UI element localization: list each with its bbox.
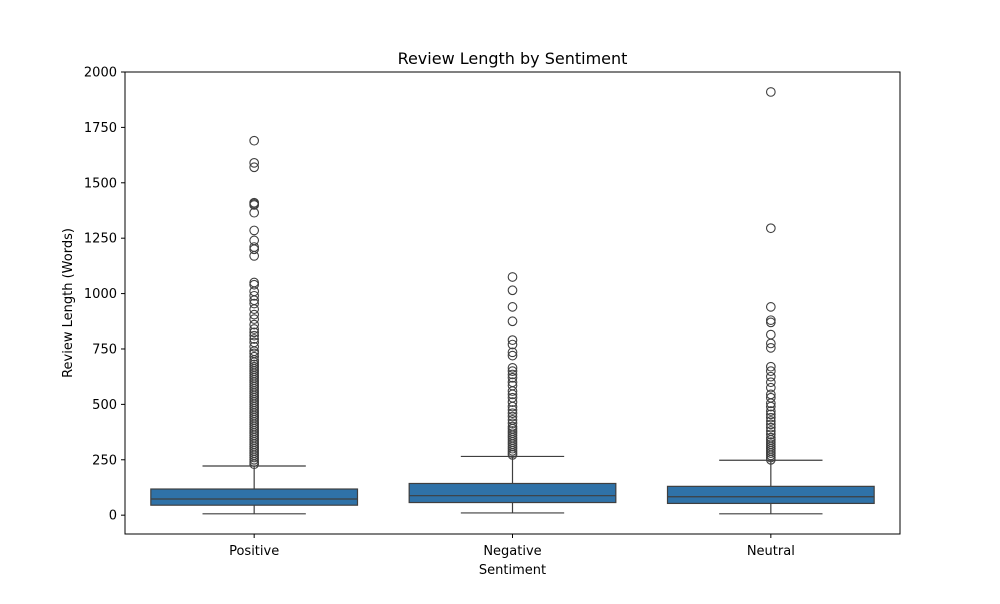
outlier-point xyxy=(507,335,518,345)
outlier-point xyxy=(765,377,776,388)
outlier-point xyxy=(765,416,776,426)
y-tick-label: 1500 xyxy=(84,176,117,191)
outlier-point xyxy=(765,401,776,412)
outlier-point xyxy=(249,351,260,362)
outlier-point xyxy=(765,419,776,430)
outlier-point xyxy=(249,242,260,252)
outlier-point xyxy=(507,405,518,415)
outlier-point xyxy=(765,87,776,97)
box-group-positive xyxy=(150,135,359,515)
outlier-point xyxy=(249,277,260,288)
outlier-point xyxy=(765,317,776,328)
outlier-point xyxy=(249,200,260,210)
outlier-point xyxy=(507,418,518,429)
outlier-point xyxy=(249,279,260,290)
iqr-box xyxy=(408,482,617,504)
outlier-point xyxy=(249,207,260,218)
y-tick-label: 500 xyxy=(92,398,117,413)
x-tick-label: Neutral xyxy=(747,544,795,559)
outlier-point xyxy=(507,316,518,327)
x-tick-label: Positive xyxy=(229,544,279,559)
y-tick-label: 2000 xyxy=(84,66,117,81)
outlier-point xyxy=(765,329,776,340)
outlier-point xyxy=(507,389,518,400)
outlier-point xyxy=(249,327,260,338)
y-tick-label: 250 xyxy=(92,453,117,468)
outlier-point xyxy=(249,135,260,146)
y-tick-label: 1750 xyxy=(84,121,117,136)
outlier-point xyxy=(765,422,776,433)
outlier-point xyxy=(507,372,518,383)
box-series xyxy=(150,87,875,515)
box-group-neutral xyxy=(666,87,875,515)
y-tick-label: 1000 xyxy=(84,287,117,302)
outlier-point xyxy=(507,411,518,422)
outlier-point xyxy=(765,302,776,312)
y-axis: 0 250 500 750 1000 1250 1500 1750 2000 xyxy=(84,66,125,524)
outlier-point xyxy=(765,361,776,372)
outlier-point xyxy=(507,366,518,376)
y-axis-title: Review Length (Words) xyxy=(61,228,76,378)
outlier-point xyxy=(765,412,776,423)
outlier-point xyxy=(507,386,518,396)
iqr-box xyxy=(666,485,875,505)
outlier-point xyxy=(765,382,776,393)
outlier-point xyxy=(249,225,260,236)
outlier-point xyxy=(765,315,776,326)
outlier-point xyxy=(765,429,776,440)
outlier-point xyxy=(249,244,260,255)
outlier-point xyxy=(507,397,518,408)
outlier-point xyxy=(249,251,260,261)
outlier-point xyxy=(765,223,776,234)
y-tick-label: 0 xyxy=(109,509,117,524)
outlier-point xyxy=(507,450,518,460)
chart-title: Review Length by Sentiment xyxy=(398,49,628,68)
outlier-point xyxy=(249,298,260,309)
outlier-point xyxy=(249,341,260,352)
outlier-point xyxy=(249,309,260,320)
outlier-point xyxy=(765,366,776,376)
outlier-point xyxy=(765,343,776,353)
iqr-box xyxy=(150,488,359,506)
outlier-point xyxy=(249,290,260,301)
y-tick-label: 750 xyxy=(92,342,117,357)
outlier-point xyxy=(249,314,260,324)
outlier-point xyxy=(507,401,518,412)
outlier-point xyxy=(249,304,260,314)
outlier-point xyxy=(249,157,260,168)
outlier-point xyxy=(765,338,776,349)
outlier-point xyxy=(249,162,260,173)
box-group-negative xyxy=(408,272,617,514)
x-axis-title: Sentiment xyxy=(479,563,546,578)
outlier-point xyxy=(765,371,776,382)
outlier-point xyxy=(507,362,518,373)
outlier-point xyxy=(765,409,776,420)
outlier-point xyxy=(765,454,776,465)
outlier-point xyxy=(507,272,518,282)
outlier-point xyxy=(507,339,518,350)
outlier-point xyxy=(765,406,776,416)
outlier-point xyxy=(249,459,260,470)
outlier-point xyxy=(249,334,260,344)
outlier-point xyxy=(507,285,518,296)
outlier-point xyxy=(507,302,518,312)
x-axis: Positive Negative Neutral xyxy=(229,534,795,559)
outlier-point xyxy=(507,350,518,361)
outlier-point xyxy=(765,398,776,409)
y-tick-label: 1250 xyxy=(84,232,117,247)
outlier-point xyxy=(507,347,518,358)
outlier-point xyxy=(507,408,518,419)
x-tick-label: Negative xyxy=(483,544,541,559)
outlier-point xyxy=(249,324,260,334)
outlier-point xyxy=(249,319,260,330)
outlier-point xyxy=(507,369,518,380)
outlier-point xyxy=(249,330,260,341)
